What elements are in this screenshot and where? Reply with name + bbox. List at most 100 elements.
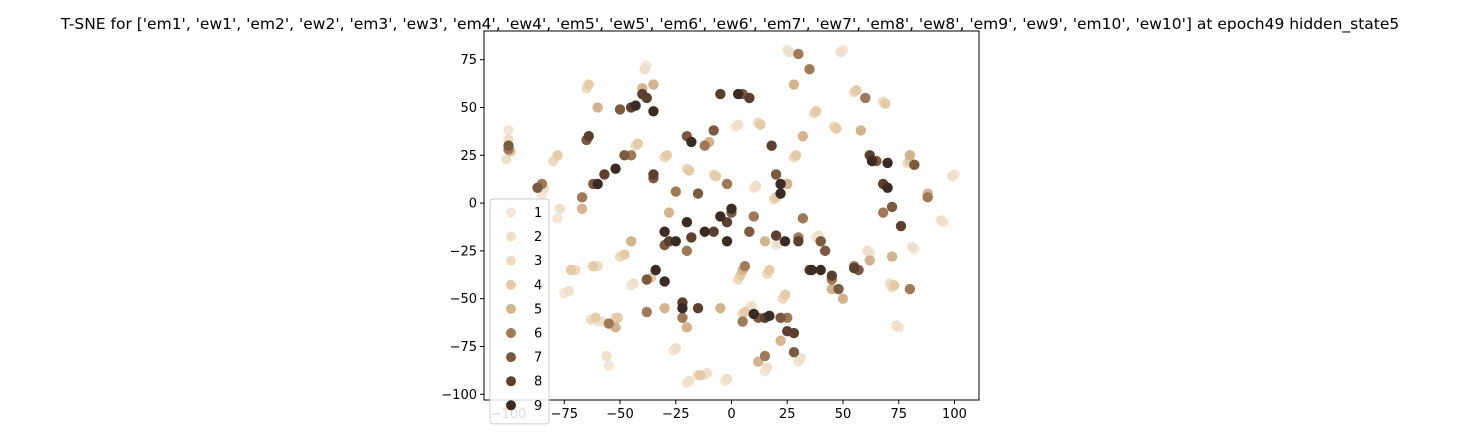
data-point-series-4-3	[583, 79, 594, 90]
data-point-series-1-3	[552, 213, 563, 224]
legend-marker-7	[506, 352, 516, 363]
data-point-series-2-7	[639, 64, 650, 75]
data-point-series-7-21	[770, 169, 782, 180]
data-point-series-9-24	[681, 216, 693, 228]
data-point-series-6-18	[797, 213, 809, 224]
data-point-series-7-19	[886, 201, 898, 213]
data-point-series-8-21	[715, 88, 726, 100]
data-point-series-8-23	[782, 325, 793, 337]
y-tick-label: 25	[460, 149, 477, 164]
data-point-series-7-0	[503, 140, 514, 151]
data-point-series-9-20	[882, 157, 893, 169]
data-point-series-7-25	[819, 245, 831, 257]
data-point-series-5-3	[659, 303, 670, 314]
legend-marker-2	[506, 231, 516, 242]
legend-marker-4	[506, 279, 516, 290]
data-point-series-5-5	[715, 303, 726, 314]
data-point-series-4-7	[661, 150, 673, 161]
data-point-series-4-11	[755, 119, 766, 130]
data-point-series-9-19	[866, 155, 878, 167]
data-point-series-9-1	[610, 163, 621, 174]
data-point-series-5-14	[904, 150, 916, 161]
y-axis: −100 −75 −50 −25 0 25 50 75	[441, 53, 484, 403]
data-point-series-7-23	[614, 104, 626, 115]
data-point-series-7-4	[619, 150, 630, 161]
data-point-series-4-5	[612, 312, 623, 323]
data-point-series-5-16	[625, 236, 637, 247]
data-point-series-2-9	[683, 375, 695, 387]
data-point-series-5-12	[855, 125, 867, 136]
x-tick-label: 50	[835, 407, 852, 422]
data-point-series-6-8	[739, 260, 751, 272]
data-point-series-2-15	[784, 46, 795, 58]
chart-title: T-SNE for ['em1', 'ew1', 'em2', 'ew2', '…	[60, 15, 1400, 34]
data-point-series-9-13	[748, 308, 759, 320]
data-point-series-7-20	[909, 159, 920, 171]
x-tick-label: 0	[727, 407, 735, 422]
data-point-series-4-6	[632, 138, 644, 150]
data-point-series-7-13	[775, 312, 786, 323]
data-point-series-7-16	[833, 283, 844, 295]
data-point-series-2-6	[601, 350, 612, 362]
data-point-series-2-21	[891, 320, 902, 331]
data-point-series-8-4	[641, 92, 652, 104]
data-point-series-2-3	[554, 203, 566, 215]
y-tick-label: 50	[460, 101, 477, 116]
data-point-series-9-2	[630, 100, 641, 111]
data-point-series-7-1	[532, 182, 543, 193]
data-point-series-6-12	[804, 64, 815, 75]
data-point-series-4-21	[590, 312, 601, 323]
data-point-series-2-18	[835, 46, 846, 58]
data-point-series-8-17	[848, 262, 860, 274]
data-point-series-6-11	[793, 48, 804, 60]
data-point-series-9-21	[882, 182, 893, 193]
legend: 1 2 3 4 5 6 7 8 9	[489, 198, 550, 425]
legend-marker-1	[506, 207, 516, 218]
data-point-series-7-9	[708, 125, 719, 136]
data-point-series-8-7	[686, 232, 697, 243]
data-point-series-6-3	[603, 318, 615, 329]
data-point-series-8-25	[793, 236, 804, 247]
data-point-series-2-12	[732, 119, 744, 130]
data-point-series-5-25	[837, 293, 849, 304]
legend-label-9: 9	[534, 399, 542, 414]
data-point-series-6-9	[759, 350, 771, 362]
data-point-series-9-6	[670, 236, 681, 247]
data-point-series-9-0	[592, 178, 603, 190]
data-point-series-9-8	[686, 136, 697, 148]
legend-label-1: 1	[534, 206, 542, 221]
data-point-series-4-8	[683, 165, 695, 176]
data-point-series-8-9	[708, 226, 719, 237]
data-point-series-2-11	[721, 373, 733, 385]
data-point-series-4-17	[851, 85, 862, 96]
data-point-series-5-2	[648, 79, 659, 90]
data-point-series-9-23	[775, 188, 786, 199]
data-point-series-4-15	[811, 106, 822, 117]
legend-marker-5	[506, 303, 516, 314]
x-tick-label: −25	[662, 407, 689, 422]
data-point-series-9-22	[650, 264, 661, 276]
data-point-series-9-11	[726, 203, 737, 215]
data-point-series-6-2	[576, 192, 588, 203]
data-point-series-2-25	[628, 278, 639, 289]
legend-label-7: 7	[534, 351, 542, 366]
x-tick-label: 100	[942, 407, 967, 422]
data-point-series-8-1	[599, 169, 610, 180]
data-point-series-7-15	[815, 236, 826, 247]
y-tick-label: 75	[460, 53, 477, 68]
data-point-series-6-16	[904, 283, 916, 295]
data-point-series-9-16	[779, 236, 791, 247]
data-point-series-4-26	[739, 306, 751, 318]
data-point-series-2-13	[750, 180, 762, 192]
data-point-series-2-22	[906, 241, 918, 253]
data-point-series-4-2	[565, 264, 577, 276]
data-point-series-9-4	[659, 226, 670, 237]
data-point-series-4-19	[889, 280, 900, 291]
data-point-series-9-15	[775, 178, 786, 190]
data-point-series-5-0	[592, 102, 603, 113]
data-point-series-7-14	[788, 347, 800, 358]
data-point-series-9-14	[764, 310, 775, 322]
legend-box	[489, 198, 550, 425]
